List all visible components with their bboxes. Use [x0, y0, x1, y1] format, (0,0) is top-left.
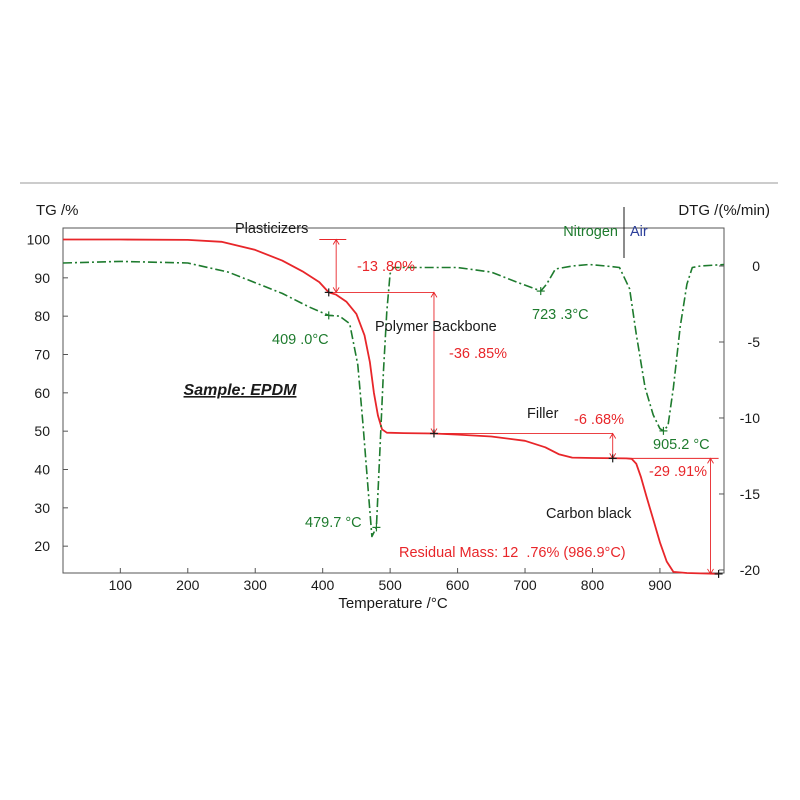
step2-loss-label: -36 .85%	[449, 346, 507, 362]
y-left-tick-label: 30	[34, 500, 50, 516]
x-tick-label: 100	[109, 577, 133, 593]
series-layer	[62, 238, 725, 575]
dtg-curve	[62, 260, 725, 538]
x-tick-label: 800	[581, 577, 605, 593]
peak-479-label: 479.7 °C	[305, 515, 362, 531]
peak-409-label: 409 .0°C	[272, 332, 329, 348]
step3-arrow-head-top	[609, 432, 617, 439]
x-tick-label: 900	[648, 577, 672, 593]
step4-loss-label: -29 .91%	[649, 464, 707, 480]
x-axis-title: Temperature /°C	[338, 595, 448, 612]
y-right-tick-label: -10	[740, 410, 760, 426]
y-left-tick-label: 20	[34, 538, 50, 554]
annotation-layer	[319, 238, 723, 578]
x-axis: 100 200 300 400 500 600 700 800 900	[109, 568, 672, 593]
legend-air: Air	[630, 224, 648, 240]
y-axis-right-title: DTG /(%/min)	[678, 202, 770, 219]
step2-arrow-head-top	[430, 291, 438, 298]
y-axis-right: 0 -5 -10 -15 -20	[719, 258, 760, 578]
plot-frame	[62, 227, 725, 574]
y-left-tick-label: 80	[34, 308, 50, 324]
y-right-tick-label: 0	[752, 258, 760, 274]
x-tick-label: 400	[311, 577, 335, 593]
step1-loss-label: -13 .80%	[357, 259, 415, 275]
peak-905-label: 905.2 °C	[653, 437, 710, 453]
y-right-tick-label: -5	[748, 334, 761, 350]
x-tick-label: 600	[446, 577, 470, 593]
tg-curve	[63, 238, 719, 575]
backbone-label: Polymer Backbone	[375, 319, 497, 335]
y-left-tick-label: 100	[27, 232, 51, 248]
y-left-tick-label: 90	[34, 270, 50, 286]
legend-nitrogen: Nitrogen	[563, 224, 618, 240]
y-left-tick-label: 50	[34, 423, 50, 439]
x-tick-label: 300	[244, 577, 268, 593]
step4-arrow-head-bottom	[707, 568, 714, 575]
step1-arrow-head-bottom	[332, 287, 340, 294]
y-axis-left: 20 30 40 50 60 70 80 90 100	[27, 232, 68, 554]
y-left-tick-label: 70	[34, 347, 50, 363]
step4-arrow-head-top	[707, 457, 714, 464]
x-tick-label: 700	[513, 577, 537, 593]
x-tick-label: 500	[378, 577, 402, 593]
y-left-tick-label: 60	[34, 385, 50, 401]
step3-loss-label: -6 .68%	[574, 412, 624, 428]
step1-arrow-head-top	[332, 238, 340, 245]
y-right-tick-label: -20	[740, 562, 760, 578]
plasticizers-label: Plasticizers	[235, 221, 308, 237]
x-tick-label: 200	[176, 577, 200, 593]
residual-mass-label: Residual Mass: 12 .76% (986.9°C)	[399, 545, 626, 561]
y-axis-left-title: TG /%	[36, 202, 79, 219]
carbon-black-label: Carbon black	[546, 506, 632, 522]
y-left-tick-label: 40	[34, 462, 50, 478]
peak-723-label: 723 .3°C	[532, 307, 589, 323]
sample-label: Sample: EPDM	[184, 382, 298, 399]
y-right-tick-label: -15	[740, 486, 760, 502]
filler-label: Filler	[527, 406, 559, 422]
